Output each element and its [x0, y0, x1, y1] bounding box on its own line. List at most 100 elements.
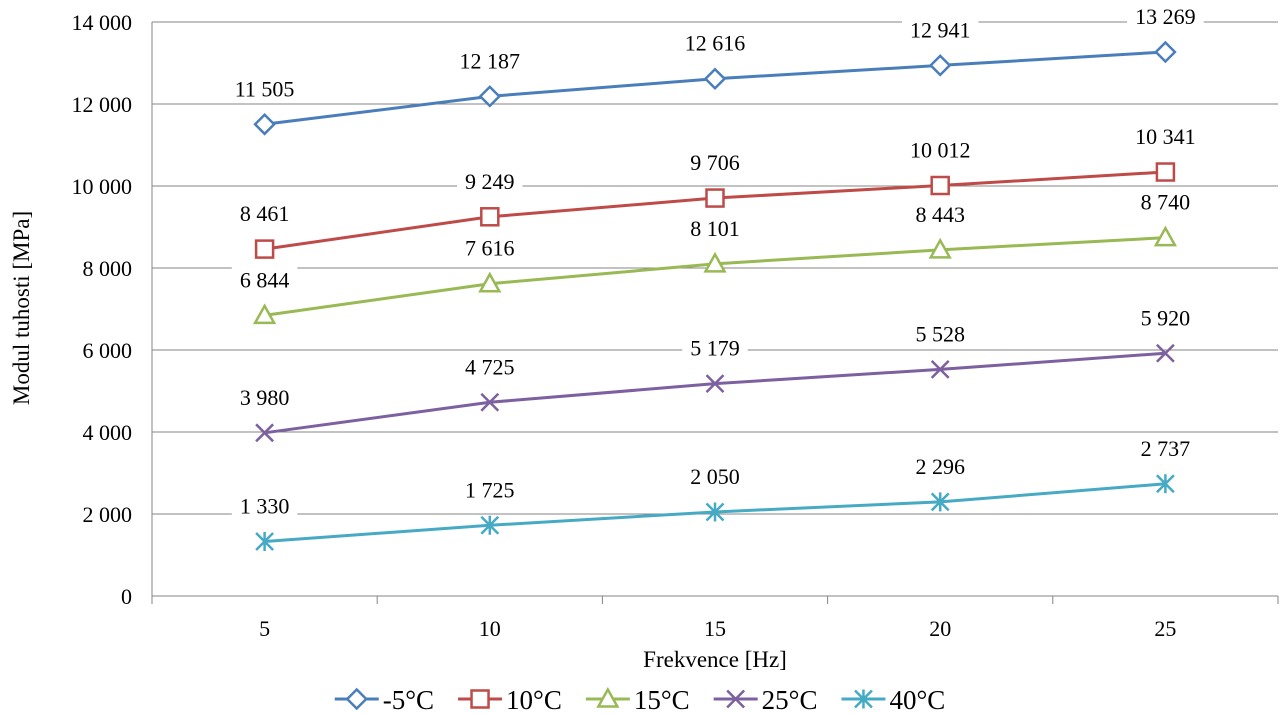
legend-marker	[596, 686, 620, 708]
legend-item: 25°C	[713, 685, 817, 714]
data-point	[1153, 225, 1178, 247]
data-point	[252, 303, 277, 325]
data-label: 10 341	[1135, 124, 1196, 149]
data-label-bg	[907, 319, 973, 349]
y-axis-title: Modul tuhosti [MPa]	[9, 211, 34, 405]
data-label: 2 296	[915, 454, 965, 479]
data-label-bg	[231, 491, 298, 521]
data-point	[705, 502, 725, 522]
data-point	[1156, 343, 1175, 363]
data-label: 12 616	[685, 31, 746, 56]
x-tick-label: 25	[1154, 616, 1176, 641]
data-label-bg	[231, 382, 298, 412]
data-label-bg	[451, 46, 529, 76]
data-label-bg	[231, 199, 298, 229]
data-point	[480, 392, 500, 412]
data-label: 1 725	[465, 477, 515, 502]
data-label-bg	[457, 233, 523, 263]
data-point	[928, 54, 952, 77]
data-label-bg	[1127, 1, 1204, 31]
data-label: 4 725	[465, 354, 515, 379]
y-tick-label: 10 000	[72, 174, 133, 199]
legend: -5°C 10°C 15°C 25°C 40°C	[334, 685, 945, 714]
data-label-bg	[1132, 433, 1199, 463]
data-label: 9 706	[690, 150, 740, 175]
data-labels: 11 505 12 187 12 616 12 941 13 269 8 461 9 249…	[226, 1, 1204, 521]
data-point	[703, 251, 727, 273]
data-label: 13 269	[1135, 4, 1196, 29]
legend-marker	[726, 689, 746, 709]
legend-item: -5°C	[334, 685, 434, 714]
x-tick-label: 5	[259, 616, 270, 641]
data-label: 5 179	[690, 336, 740, 361]
data-point	[1156, 474, 1175, 494]
data-point	[255, 531, 274, 551]
data-label-bg	[901, 15, 979, 45]
data-label: 6 844	[240, 267, 290, 292]
y-tick-label: 14 000	[72, 10, 133, 35]
data-label: 5 528	[915, 321, 965, 346]
data-label-bg	[682, 213, 748, 243]
y-tick-labels: 0 2 000 4 000 6 000 8 000 10 000 12 000 14 000	[72, 10, 133, 609]
y-tick-label: 12 000	[72, 92, 133, 117]
data-label-bg	[907, 199, 973, 229]
series-line	[264, 236, 1166, 317]
data-label: 9 249	[465, 169, 515, 194]
data-label: 12 941	[910, 17, 971, 42]
y-tick-label: 8 000	[83, 256, 133, 281]
data-point	[254, 239, 275, 259]
data-point	[1154, 40, 1177, 64]
legend-label: 15°C	[634, 685, 690, 714]
data-label: 7 616	[465, 236, 515, 261]
data-label-bg	[226, 74, 303, 104]
x-tick-labels: 5 10 15 20 25	[259, 616, 1176, 641]
data-label-bg	[901, 135, 979, 165]
legend-item: 40°C	[841, 685, 945, 714]
data-point	[1155, 162, 1176, 182]
data-label-bg	[907, 451, 973, 481]
data-label-bg	[457, 475, 523, 505]
data-label-bg	[676, 28, 754, 58]
series-group	[252, 40, 1178, 551]
legend-item: 10°C	[458, 685, 562, 714]
data-point	[930, 359, 950, 379]
data-point	[478, 271, 502, 293]
y-tick-label: 2 000	[83, 502, 133, 527]
data-label: 5 920	[1141, 305, 1191, 330]
data-label-bg	[682, 461, 748, 491]
x-tick-label: 15	[704, 616, 726, 641]
data-point	[705, 188, 725, 208]
data-point	[253, 113, 276, 136]
y-tick-label: 4 000	[83, 420, 133, 445]
data-point	[703, 67, 727, 91]
data-label-bg	[457, 352, 523, 382]
data-label: 10 012	[910, 138, 971, 163]
data-label-bg	[1127, 122, 1204, 152]
data-label-bg	[1132, 303, 1199, 333]
data-label-bg	[231, 265, 298, 295]
data-label-bg	[1132, 187, 1199, 217]
data-label-bg	[682, 148, 748, 178]
y-tick-label: 6 000	[83, 338, 133, 363]
legend-label: 10°C	[506, 685, 562, 714]
data-label: 2 737	[1141, 436, 1191, 461]
data-point	[255, 423, 274, 443]
axes	[151, 22, 1279, 604]
data-point	[480, 207, 500, 227]
legend-marker	[854, 689, 873, 709]
data-point	[478, 85, 502, 108]
data-label: 11 505	[235, 76, 295, 101]
legend-label: -5°C	[383, 685, 434, 714]
data-label-bg	[682, 333, 748, 363]
legend-item: 15°C	[585, 685, 690, 714]
data-point	[480, 515, 500, 535]
legend-marker	[470, 689, 490, 709]
legend-label: 40°C	[889, 685, 945, 714]
data-label: 8 101	[690, 216, 740, 241]
data-label: 2 050	[690, 464, 740, 489]
data-label: 8 461	[240, 201, 290, 226]
series-line	[264, 351, 1166, 435]
data-label: 8 740	[1141, 190, 1191, 215]
data-point	[705, 374, 725, 394]
